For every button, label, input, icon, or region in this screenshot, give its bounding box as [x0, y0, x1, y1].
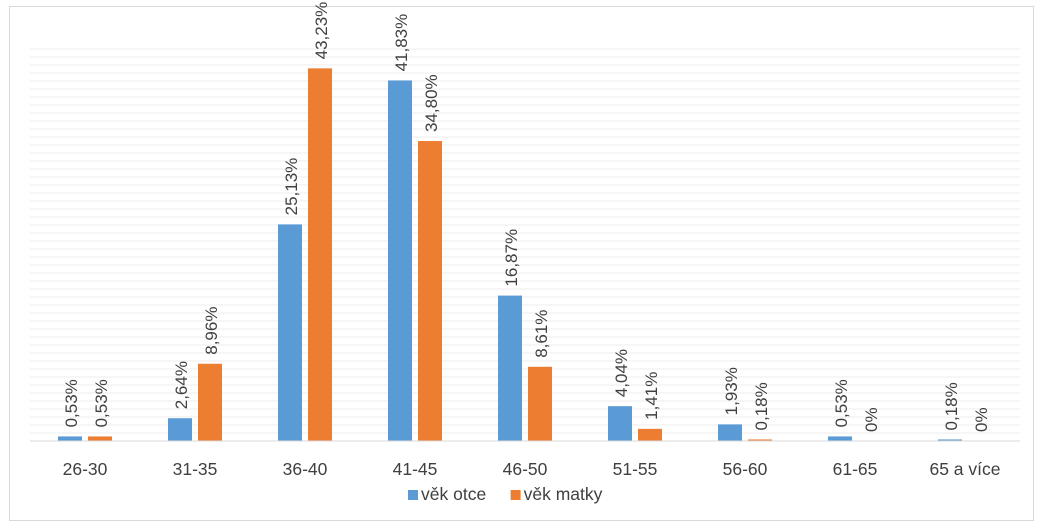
data-label-věk-matky: 0% [862, 407, 881, 432]
bar-věk-matky [528, 366, 552, 441]
data-label-věk-otce: 41,83% [392, 14, 411, 72]
data-label-věk-otce: 16,87% [502, 229, 521, 287]
bar-věk-otce [278, 224, 302, 441]
x-tick-label: 61-65 [833, 459, 878, 479]
gridlines [30, 48, 1020, 434]
data-label-věk-otce: 0,18% [942, 382, 961, 430]
data-label-věk-matky: 8,96% [202, 307, 221, 355]
legend-swatch [408, 490, 418, 500]
x-tick-label: 41-45 [393, 459, 438, 479]
bar-věk-otce [938, 439, 962, 441]
data-label-věk-otce: 2,64% [172, 361, 191, 409]
legend: věk otce věk matky [408, 484, 603, 504]
bar-věk-otce [718, 424, 742, 441]
data-label-věk-otce: 25,13% [282, 158, 301, 216]
legend-label: věk matky [524, 484, 603, 504]
bar-věk-matky [308, 68, 332, 442]
data-labels: 0,53% 0,53% 2,64% 8,96% 25,13% 43,23% 41,83% 34… [62, 2, 991, 432]
x-tick-label: 56-60 [723, 459, 768, 479]
bar-věk-otce [168, 418, 192, 441]
bar-věk-otce [58, 436, 82, 441]
bar-věk-matky [748, 439, 772, 441]
bar-věk-otce [828, 436, 852, 441]
bar-věk-matky [418, 141, 442, 442]
x-tick-label: 46-50 [503, 459, 548, 479]
data-label-věk-matky: 0,18% [752, 382, 771, 430]
bar-věk-matky [638, 428, 662, 441]
data-label-věk-matky: 1,41% [642, 372, 661, 420]
data-label-věk-matky: 43,23% [312, 2, 331, 60]
bar-věk-otce [498, 295, 522, 441]
data-label-věk-otce: 1,93% [722, 367, 741, 415]
bar-věk-matky [198, 363, 222, 441]
data-label-věk-matky: 0% [972, 407, 991, 432]
data-label-věk-otce: 0,53% [62, 379, 81, 427]
data-label-věk-otce: 4,04% [612, 349, 631, 397]
bar-věk-matky [88, 436, 112, 441]
data-label-věk-matky: 34,80% [422, 74, 441, 132]
data-label-věk-matky: 8,61% [532, 310, 551, 358]
data-label-věk-otce: 0,53% [832, 379, 851, 427]
x-tick-label: 31-35 [173, 459, 218, 479]
bar-věk-otce [608, 406, 632, 441]
bars [58, 68, 962, 442]
x-tick-labels: 26-30 31-35 36-40 41-45 46-50 51-55 56-60 61-65… [63, 459, 1001, 479]
data-label-věk-matky: 0,53% [92, 379, 111, 427]
legend-label: věk otce [421, 484, 486, 504]
legend-swatch [510, 490, 521, 500]
x-tick-label: 26-30 [63, 459, 108, 479]
bar-věk-otce [388, 80, 412, 441]
x-tick-label: 36-40 [283, 459, 328, 479]
x-tick-label: 65 a více [929, 459, 1000, 479]
x-tick-label: 51-55 [613, 459, 658, 479]
